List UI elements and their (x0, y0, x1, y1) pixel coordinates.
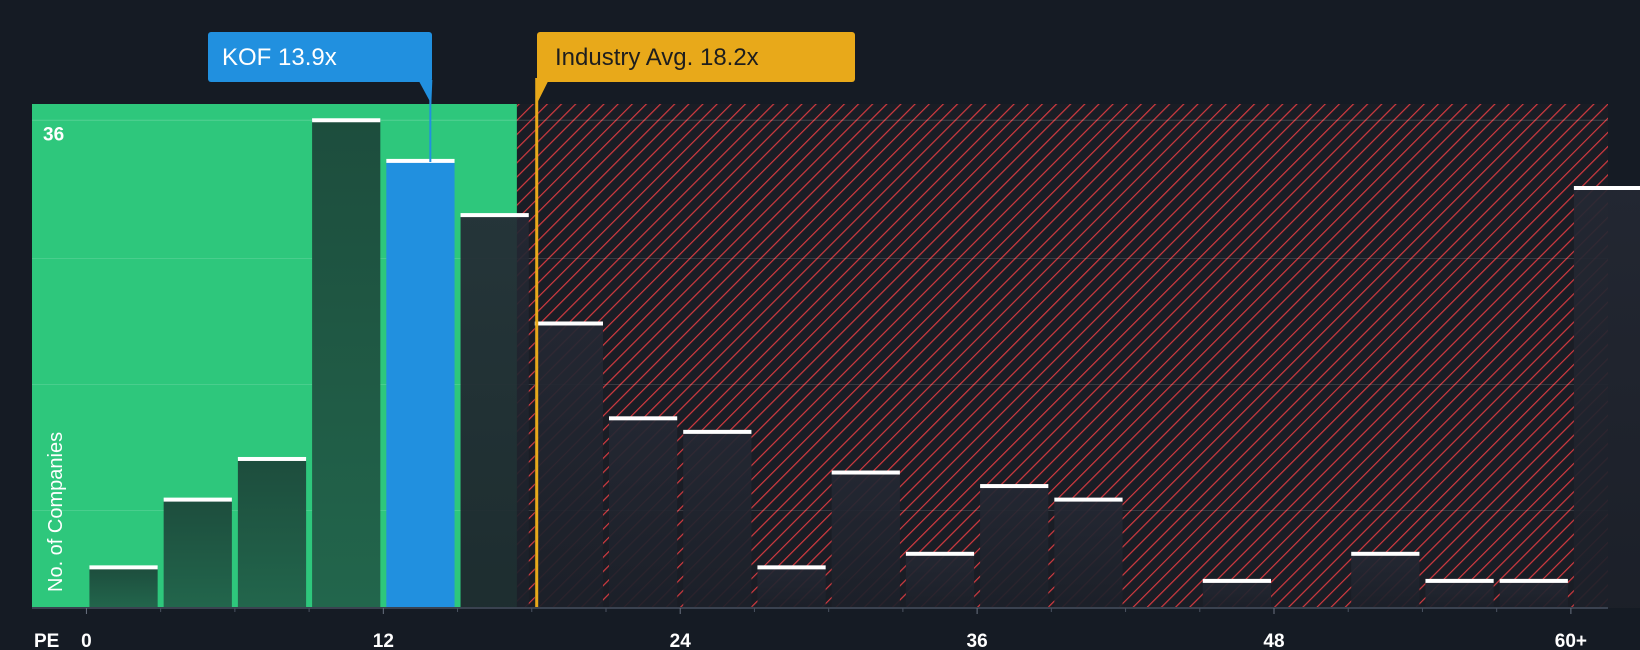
x-tick-label-0: 0 (81, 631, 92, 650)
bar-cap-3 (312, 118, 381, 123)
x-axis-label: PE (34, 631, 59, 650)
bar-cap-13 (1054, 497, 1123, 502)
bar-cap-17 (1351, 551, 1420, 556)
histogram-bar-5 (460, 215, 529, 608)
histogram-bar-11 (905, 553, 975, 608)
histogram-bar-2 (237, 458, 307, 608)
bar-cap-12 (980, 484, 1049, 489)
company-callout-pointer (418, 80, 433, 104)
bar-cap-19 (1499, 578, 1568, 583)
x-tick-label-1: 12 (373, 631, 394, 650)
x-tick-label-5: 60+ (1555, 631, 1587, 650)
industry-callout-box (537, 32, 855, 82)
bar-cap-1 (163, 497, 232, 502)
x-tick-label-4: 48 (1263, 631, 1284, 650)
bar-cap-20 (1573, 186, 1640, 190)
bar-cap-7 (608, 416, 678, 421)
bar-cap-10 (831, 470, 900, 475)
bar-cap-8 (683, 429, 752, 434)
histogram-bar-10 (831, 472, 900, 608)
bar-cap-15 (1202, 578, 1271, 583)
company-callout-label: KOF 13.9x (222, 44, 337, 71)
y-tick-label-0: 36 (43, 124, 64, 145)
bar-cap-6 (534, 321, 603, 326)
bar-cap-2 (237, 456, 307, 461)
histogram-bar-15 (1202, 580, 1271, 608)
histogram-bar-13 (1054, 499, 1123, 608)
histogram-bar-7 (608, 418, 678, 608)
histogram-bar-9 (757, 567, 826, 608)
bar-cap-4 (386, 158, 455, 163)
histogram-bar-3 (312, 120, 381, 609)
x-tick-label-3: 36 (967, 631, 988, 650)
histogram-bar-1 (163, 499, 232, 608)
y-axis-label: No. of Companies (45, 432, 67, 592)
company-callout-box (208, 32, 432, 82)
industry-callout-label: Industry Avg. 18.2x (555, 44, 759, 71)
histogram-bar-18 (1425, 580, 1494, 608)
bar-cap-18 (1425, 578, 1494, 583)
bar-cap-5 (460, 213, 529, 218)
industry-callout-pointer (535, 80, 549, 104)
x-tick-label-2: 24 (670, 631, 692, 650)
bar-cap-9 (757, 565, 826, 570)
histogram-bar-4 (386, 160, 455, 608)
histogram-bar-8 (683, 431, 752, 608)
histogram-bar-17 (1351, 553, 1420, 608)
bar-cap-0 (89, 565, 158, 570)
bar-cap-11 (905, 551, 975, 556)
histogram-bar-19 (1499, 580, 1568, 608)
histogram-bar-6 (534, 323, 603, 608)
histogram-bar-12 (980, 486, 1049, 608)
histogram-bar-20 (1573, 188, 1640, 608)
histogram-bar-0 (89, 567, 158, 608)
